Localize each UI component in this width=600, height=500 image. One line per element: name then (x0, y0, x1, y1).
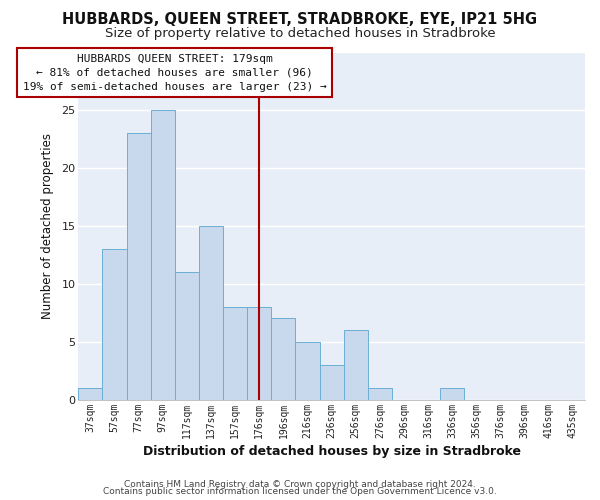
X-axis label: Distribution of detached houses by size in Stradbroke: Distribution of detached houses by size … (143, 444, 521, 458)
Text: Contains public sector information licensed under the Open Government Licence v3: Contains public sector information licen… (103, 488, 497, 496)
Text: HUBBARDS QUEEN STREET: 179sqm
← 81% of detached houses are smaller (96)
19% of s: HUBBARDS QUEEN STREET: 179sqm ← 81% of d… (23, 54, 326, 92)
Y-axis label: Number of detached properties: Number of detached properties (41, 132, 55, 318)
Text: Contains HM Land Registry data © Crown copyright and database right 2024.: Contains HM Land Registry data © Crown c… (124, 480, 476, 489)
Bar (320, 364, 344, 400)
Text: HUBBARDS, QUEEN STREET, STRADBROKE, EYE, IP21 5HG: HUBBARDS, QUEEN STREET, STRADBROKE, EYE,… (62, 12, 538, 28)
Bar (295, 342, 320, 400)
Bar (344, 330, 368, 400)
Bar (271, 318, 295, 400)
Bar (247, 306, 271, 400)
Bar (103, 248, 127, 400)
Bar (151, 110, 175, 400)
Bar (223, 306, 247, 400)
Text: Size of property relative to detached houses in Stradbroke: Size of property relative to detached ho… (104, 28, 496, 40)
Bar (175, 272, 199, 400)
Bar (127, 132, 151, 400)
Bar (79, 388, 103, 400)
Bar (368, 388, 392, 400)
Bar (199, 226, 223, 400)
Bar (440, 388, 464, 400)
